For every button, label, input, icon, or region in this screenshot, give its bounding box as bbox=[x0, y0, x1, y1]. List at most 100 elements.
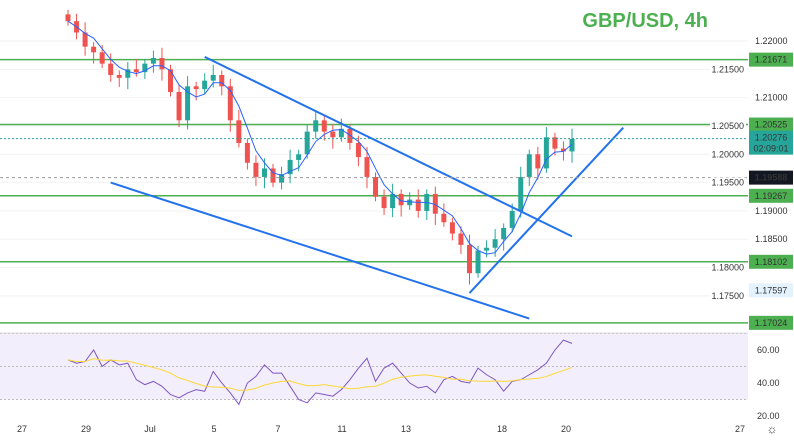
time-tick: 7 bbox=[275, 424, 280, 434]
low-marker-bg bbox=[749, 283, 793, 298]
candle bbox=[552, 137, 558, 149]
candle bbox=[244, 142, 250, 163]
time-tick: 27 bbox=[17, 424, 27, 434]
candle bbox=[509, 210, 515, 228]
rsi-tick: 20.00 bbox=[757, 411, 780, 421]
level-label: 1.20525 bbox=[755, 120, 788, 130]
candle bbox=[518, 176, 524, 211]
candle bbox=[347, 128, 353, 143]
price-tick: 1.18500 bbox=[755, 234, 788, 244]
time-tick: 11 bbox=[337, 424, 346, 434]
candle bbox=[219, 74, 225, 87]
level-label-bg bbox=[749, 254, 793, 269]
price-tick: 1.21000 bbox=[755, 93, 788, 103]
candle bbox=[364, 157, 370, 177]
trendline bbox=[110, 181, 530, 320]
settings-icon[interactable]: ☼ bbox=[767, 422, 778, 436]
price-tick-bg bbox=[710, 290, 746, 301]
candle bbox=[390, 193, 396, 209]
price-tick: 1.20500 bbox=[711, 121, 744, 131]
candle bbox=[236, 120, 242, 143]
candle bbox=[133, 69, 139, 73]
candle bbox=[569, 138, 575, 152]
candle bbox=[65, 14, 71, 22]
trendline bbox=[204, 55, 573, 238]
low-marker-label: 1.17597 bbox=[755, 285, 788, 295]
level-label: 1.19267 bbox=[755, 191, 788, 201]
candle bbox=[176, 91, 182, 121]
candle bbox=[270, 168, 276, 183]
crosshair-price-label: 1.19588 bbox=[755, 173, 788, 183]
candle bbox=[142, 63, 148, 73]
price-tick-bg bbox=[710, 149, 746, 160]
candle bbox=[116, 74, 122, 78]
candle bbox=[560, 148, 566, 152]
candle bbox=[185, 86, 191, 121]
current-price-label: 1.20276 bbox=[755, 133, 788, 143]
chart-title: GBP/USD, 4h bbox=[582, 10, 708, 32]
time-tick: 27 bbox=[735, 424, 745, 434]
candle bbox=[287, 159, 293, 175]
candle bbox=[91, 46, 97, 53]
candle bbox=[99, 52, 105, 64]
candle bbox=[279, 174, 285, 183]
price-tick-bg bbox=[710, 120, 746, 131]
candle bbox=[227, 86, 233, 121]
time-tick: Jul bbox=[144, 424, 156, 434]
level-label-bg bbox=[749, 188, 793, 203]
time-tick: 13 bbox=[401, 424, 411, 434]
level-label: 1.18102 bbox=[755, 257, 788, 267]
candle bbox=[296, 154, 302, 160]
price-tick: 1.19500 bbox=[711, 178, 744, 188]
candle bbox=[125, 69, 131, 78]
candle bbox=[475, 250, 481, 274]
candle bbox=[449, 222, 455, 234]
candle bbox=[108, 63, 114, 75]
candle bbox=[202, 80, 208, 90]
candle bbox=[193, 86, 199, 90]
time-tick: 18 bbox=[497, 424, 507, 434]
level-label-bg bbox=[749, 52, 793, 67]
candle bbox=[373, 176, 379, 197]
candle bbox=[543, 137, 549, 169]
candle bbox=[338, 128, 344, 138]
candle bbox=[304, 131, 310, 155]
time-tick: 20 bbox=[561, 424, 571, 434]
moving-average-line bbox=[67, 20, 573, 255]
countdown-label: 02:09:01 bbox=[753, 144, 788, 154]
candle bbox=[321, 120, 327, 132]
level-label-bg bbox=[749, 117, 793, 132]
current-price-bg bbox=[749, 130, 793, 155]
rsi-ma-line bbox=[67, 358, 573, 391]
time-tick: 29 bbox=[81, 424, 91, 434]
rsi-line bbox=[67, 339, 573, 406]
candle bbox=[458, 233, 464, 245]
candle bbox=[261, 168, 267, 177]
candle bbox=[150, 57, 156, 64]
price-tick-bg bbox=[710, 64, 746, 75]
candle bbox=[466, 244, 472, 274]
candle bbox=[535, 154, 541, 169]
trendline bbox=[468, 126, 624, 294]
candle bbox=[492, 239, 498, 248]
crosshair-price-bg bbox=[749, 170, 793, 185]
time-tick: 5 bbox=[211, 424, 216, 434]
rsi-tick: 60.00 bbox=[757, 345, 780, 355]
price-tick: 1.19000 bbox=[755, 206, 788, 216]
candle bbox=[313, 120, 319, 132]
candle bbox=[381, 196, 387, 209]
candle bbox=[415, 199, 421, 211]
price-tick: 1.20000 bbox=[711, 149, 744, 159]
candle bbox=[484, 247, 490, 251]
level-label: 1.21671 bbox=[755, 55, 788, 65]
candle bbox=[398, 193, 404, 206]
candle bbox=[168, 69, 174, 92]
candle bbox=[526, 154, 532, 177]
price-tick-bg bbox=[710, 177, 746, 188]
candle bbox=[501, 227, 507, 240]
candle bbox=[432, 193, 438, 214]
candle bbox=[407, 199, 413, 206]
candle bbox=[355, 142, 361, 158]
